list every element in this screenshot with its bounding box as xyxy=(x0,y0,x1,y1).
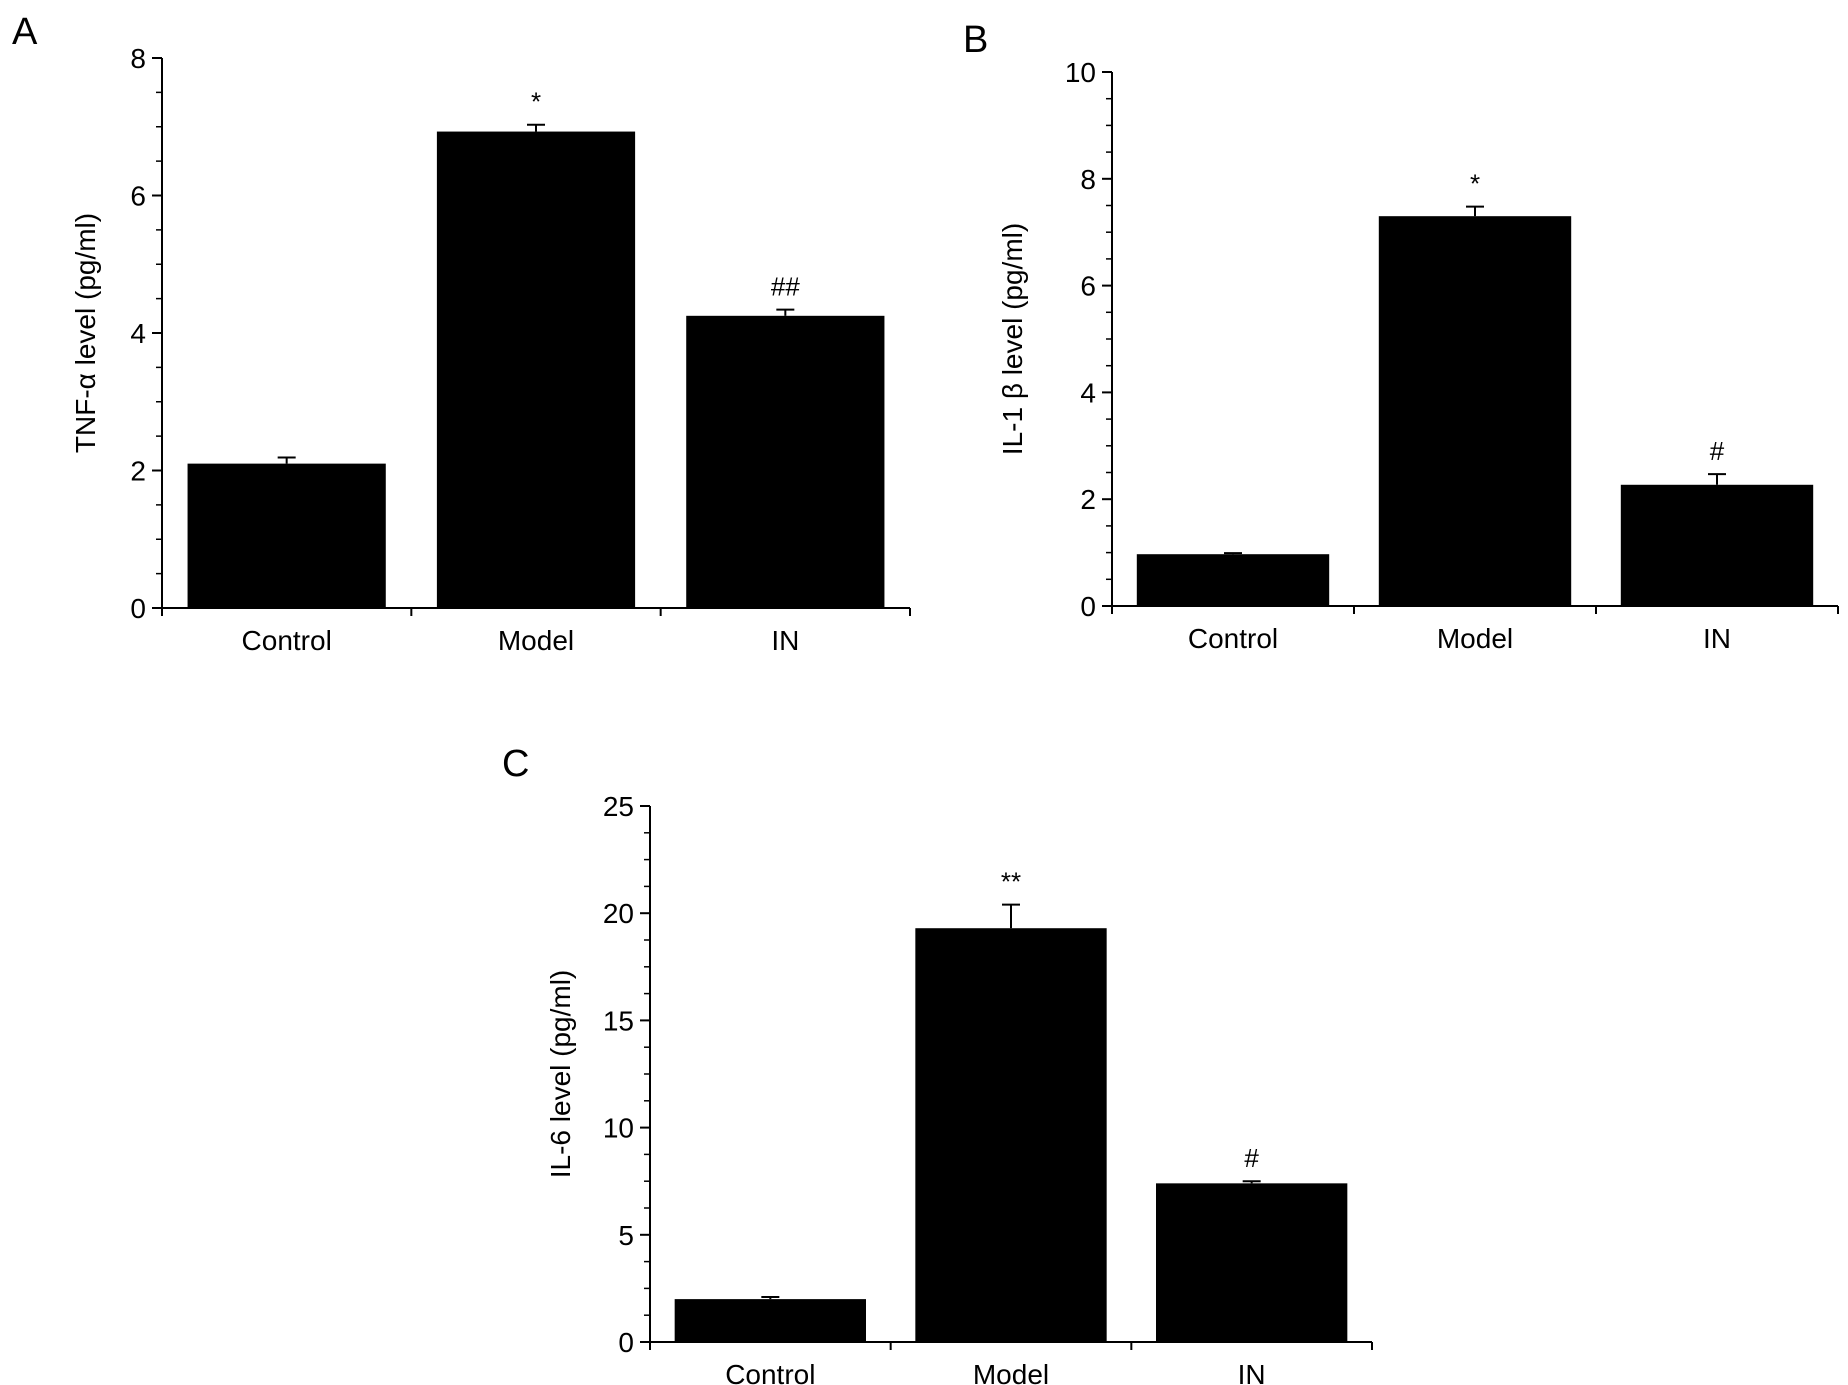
y-tick-label: 25 xyxy=(603,791,634,822)
bar-in xyxy=(1156,1183,1348,1342)
y-tick-label: 2 xyxy=(130,456,146,487)
y-tick-label: 10 xyxy=(603,1113,634,1144)
chart-panel-a: A 0 2 4 6 8 Control * Model ## IN TNF-α level (pg/m… xyxy=(12,11,911,656)
y-tick-label: 5 xyxy=(618,1220,634,1251)
y-tick-label: 4 xyxy=(130,318,146,349)
x-category-label: IN xyxy=(1703,623,1731,654)
y-axis-title: IL-6 level (pg/ml) xyxy=(545,970,576,1179)
y-tick-label: 8 xyxy=(130,43,146,74)
panel-letter: C xyxy=(502,743,529,785)
significance-marker: * xyxy=(531,87,541,117)
significance-marker: ## xyxy=(771,272,800,302)
chart-panel-c: C 0 5 10 15 20 25 Control ** Model # IN IL-6 level (… xyxy=(502,743,1373,1385)
y-tick-label: 15 xyxy=(603,1005,634,1036)
x-category-label: IN xyxy=(1238,1359,1266,1385)
y-tick-label: 6 xyxy=(1080,271,1096,302)
bar-in xyxy=(686,315,885,608)
y-tick-label: 4 xyxy=(1080,377,1096,408)
bar-model xyxy=(1378,216,1572,606)
y-tick-label: 10 xyxy=(1065,57,1096,88)
x-category-label: Model xyxy=(498,625,574,656)
significance-marker: ** xyxy=(1001,867,1021,897)
chart-panel-b: B 0 2 4 6 8 10 Control * Model # IN IL-1 β level (pg… xyxy=(963,19,1839,654)
x-category-label: Model xyxy=(1437,623,1513,654)
x-category-label: Control xyxy=(242,625,332,656)
bar-control xyxy=(1136,554,1330,606)
y-axis-title: IL-1 β level (pg/ml) xyxy=(997,223,1028,455)
y-tick-label: 0 xyxy=(618,1327,634,1358)
bar-control xyxy=(187,463,386,608)
bar-model xyxy=(915,928,1107,1342)
significance-marker: * xyxy=(1470,169,1480,199)
y-tick-label: 0 xyxy=(130,593,146,624)
y-axis-title: TNF-α level (pg/ml) xyxy=(70,213,101,453)
y-tick-label: 6 xyxy=(130,181,146,212)
bar-control xyxy=(674,1299,866,1342)
panel-letter: B xyxy=(963,19,988,61)
y-tick-label: 8 xyxy=(1080,164,1096,195)
x-category-label: IN xyxy=(771,625,799,656)
bar-in xyxy=(1620,484,1814,606)
x-category-label: Control xyxy=(725,1359,815,1385)
significance-marker: # xyxy=(1710,436,1725,466)
y-tick-label: 2 xyxy=(1080,484,1096,515)
panel-letter: A xyxy=(12,11,38,53)
y-tick-label: 20 xyxy=(603,898,634,929)
x-category-label: Model xyxy=(973,1359,1049,1385)
bar-model xyxy=(436,131,636,608)
y-tick-label: 0 xyxy=(1080,591,1096,622)
significance-marker: # xyxy=(1244,1143,1259,1173)
x-category-label: Control xyxy=(1188,623,1278,654)
